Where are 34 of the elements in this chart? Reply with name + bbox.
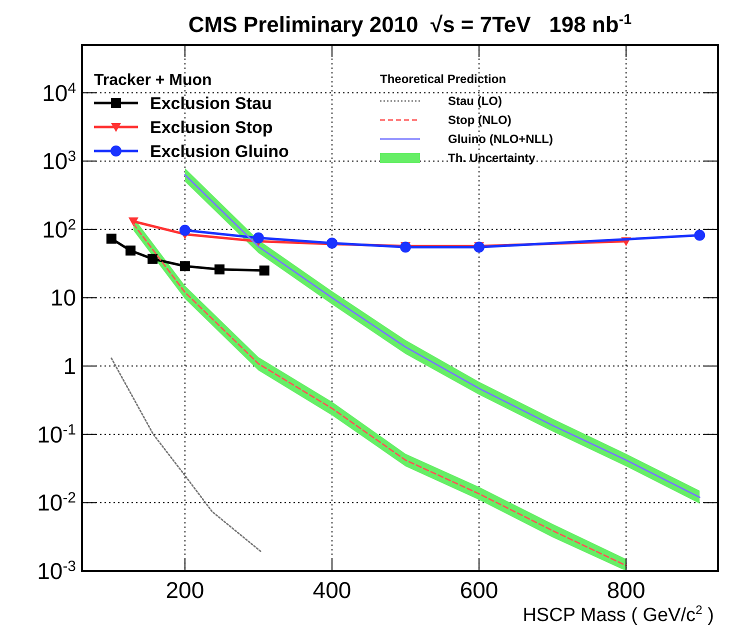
point	[259, 266, 270, 276]
point	[148, 254, 158, 264]
x-tick-label: 400	[312, 577, 352, 603]
annotation: Th. Uncertainty	[448, 151, 536, 165]
point	[128, 217, 138, 226]
point	[126, 246, 136, 256]
x-tick-label: 600	[460, 577, 498, 603]
chart-title: CMS Preliminary 2010 √s = 7TeV 198 nb$^{-1}$	[188, 12, 632, 37]
x-tick-label: 800	[606, 577, 646, 603]
line-series	[110, 358, 262, 553]
point	[180, 261, 190, 272]
y-tick-label: 10$^{3}$	[42, 148, 76, 174]
y-tick-label: 10$^{-2}$	[37, 489, 76, 516]
y-tick-label: 10$^{-1}$	[37, 420, 76, 448]
point	[214, 264, 224, 274]
y-tick-label: 10	[50, 284, 76, 311]
legend-label: Exclusion Stop	[150, 118, 273, 137]
x-axis-title: HSCP Mass ( GeV/c$^{2}$ )	[522, 603, 714, 626]
y-tick-label: 1	[63, 353, 76, 380]
legend-label: Stau (LO)	[448, 94, 502, 108]
point	[179, 224, 190, 236]
y-tick-label: 10$^{4}$	[42, 79, 76, 106]
y-tick-label: 10$^{-3}$	[37, 558, 76, 584]
point	[106, 234, 116, 244]
legend-label: Stop (NLO)	[448, 113, 512, 127]
x-tick-label: 200	[166, 577, 204, 603]
legend-label: Exclusion Gluino	[150, 142, 289, 161]
legend-label: Gluino (NLO+NLL)	[448, 132, 553, 146]
point	[694, 230, 706, 241]
annotation: Theoretical Prediction	[380, 72, 506, 86]
legend-label: Exclusion Stau	[150, 94, 272, 113]
y-tick-label: 10$^{2}$	[42, 216, 76, 242]
point	[326, 238, 338, 249]
legend-title: Tracker + Muon	[94, 72, 212, 89]
